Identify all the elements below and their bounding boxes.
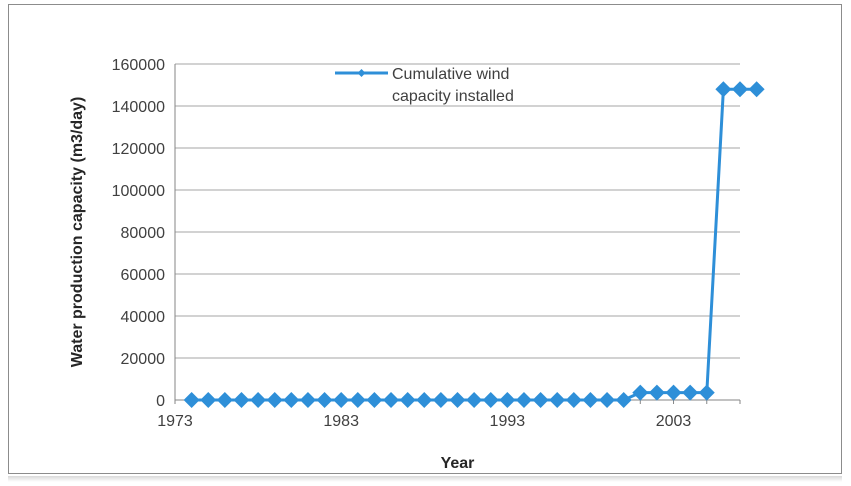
data-point	[299, 392, 316, 408]
data-point	[532, 392, 549, 408]
data-point	[449, 392, 466, 408]
y-tick-label: 20000	[121, 351, 166, 368]
x-tick-label: 1993	[490, 413, 526, 430]
data-point	[283, 392, 300, 408]
data-point	[482, 392, 499, 408]
x-tick-labels: 1973 1983 1993 2003	[157, 413, 691, 430]
data-point	[216, 392, 233, 408]
y-tick-labels: 0 20000 40000 60000 80000 100000 120000 140000 1…	[112, 57, 165, 410]
data-point	[648, 384, 665, 401]
y-tick-label: 0	[156, 393, 165, 410]
data-point	[565, 392, 582, 408]
data-point	[698, 384, 715, 401]
x-tick-label: 2003	[656, 413, 692, 430]
y-axis-title: Water production capacity (m3/day)	[69, 97, 86, 368]
data-point	[399, 392, 416, 408]
data-point	[582, 392, 599, 408]
y-tick-label: 40000	[121, 309, 166, 326]
data-point	[632, 384, 649, 401]
gridlines	[175, 63, 740, 359]
data-point	[233, 392, 250, 408]
data-point	[715, 81, 732, 98]
data-point	[748, 81, 765, 98]
data-point	[665, 384, 682, 401]
data-point	[183, 392, 200, 408]
data-point	[432, 392, 449, 408]
data-point	[266, 392, 283, 408]
y-tick-label: 140000	[112, 99, 165, 116]
y-tick-label: 160000	[112, 57, 165, 74]
series-layer	[183, 81, 765, 408]
series-line	[191, 87, 757, 402]
data-point	[515, 392, 532, 408]
frame-shadow	[8, 476, 842, 482]
y-tick-label: 120000	[112, 141, 165, 158]
data-point	[250, 392, 267, 408]
data-point	[349, 392, 366, 408]
y-tick-label: 60000	[121, 267, 166, 284]
data-point	[200, 392, 217, 408]
axes	[174, 64, 741, 404]
legend-marker	[357, 69, 366, 77]
y-tick-label: 100000	[112, 183, 165, 200]
data-point	[599, 392, 616, 408]
data-point	[682, 384, 699, 401]
data-point	[416, 392, 433, 408]
x-tick-label: 1983	[323, 413, 359, 430]
data-point	[466, 392, 483, 408]
data-point	[316, 392, 333, 408]
legend-label-line-2: capacity installed	[392, 88, 514, 105]
legend-label-line-1: Cumulative wind	[392, 66, 509, 83]
data-point	[366, 392, 383, 408]
data-point	[549, 392, 566, 408]
y-tick-label: 80000	[121, 225, 166, 242]
data-point	[732, 81, 748, 98]
data-point	[499, 392, 516, 408]
x-axis-title: Year	[441, 455, 475, 472]
data-point	[383, 392, 400, 408]
data-point	[333, 392, 350, 408]
x-tick-label: 1973	[157, 413, 193, 430]
data-point	[615, 392, 632, 408]
legend: Cumulative wind capacity installed	[335, 66, 514, 105]
